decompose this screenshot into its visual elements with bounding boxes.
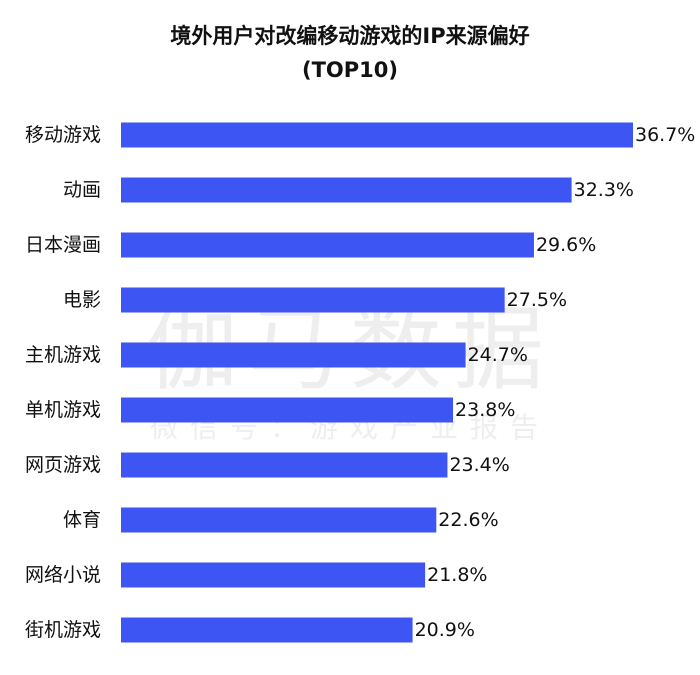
bar — [121, 397, 454, 423]
category-label: 移动游戏 — [25, 124, 101, 146]
category-label: 体育 — [63, 509, 101, 531]
value-label: 21.8% — [427, 564, 487, 586]
value-label: 20.9% — [415, 619, 475, 641]
bar — [121, 287, 505, 313]
bar — [121, 177, 572, 203]
category-label: 日本漫画 — [25, 234, 101, 256]
bar — [121, 452, 448, 478]
category-label: 网络小说 — [25, 564, 101, 586]
category-label: 单机游戏 — [25, 399, 101, 421]
bar — [121, 617, 413, 643]
bar — [121, 507, 437, 533]
bar — [121, 122, 633, 148]
value-label: 23.4% — [449, 454, 509, 476]
chart-title: 境外用户对改编移动游戏的IP来源偏好 — [170, 24, 530, 48]
value-label: 27.5% — [507, 289, 567, 311]
value-label: 32.3% — [574, 179, 634, 201]
category-label: 街机游戏 — [25, 619, 101, 641]
value-label: 24.7% — [468, 344, 528, 366]
category-label: 电影 — [63, 289, 101, 311]
category-label: 动画 — [63, 179, 101, 201]
value-label: 22.6% — [438, 509, 498, 531]
chart-subtitle: (TOP10) — [302, 58, 398, 82]
bar — [121, 232, 534, 258]
category-label: 主机游戏 — [25, 344, 101, 366]
bar — [121, 342, 466, 368]
bar — [121, 562, 426, 588]
value-label: 36.7% — [635, 124, 695, 146]
value-label: 23.8% — [455, 399, 515, 421]
category-label: 网页游戏 — [25, 454, 101, 476]
value-label: 29.6% — [536, 234, 596, 256]
